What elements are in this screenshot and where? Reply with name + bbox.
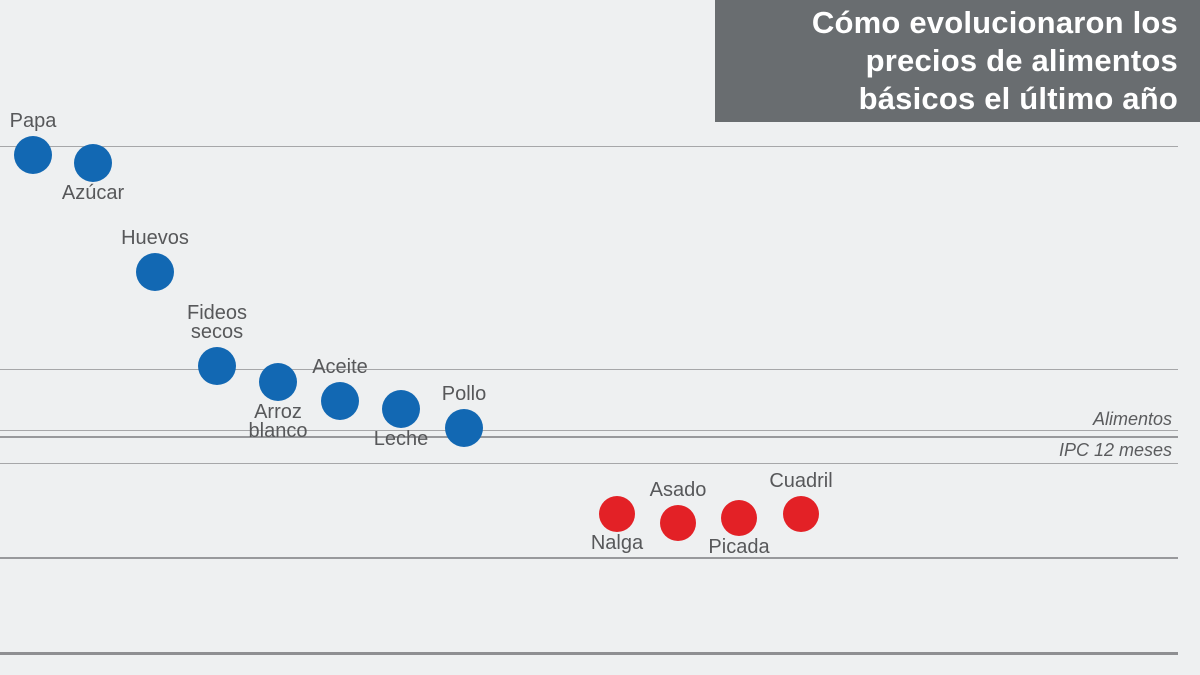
data-point-fideos-secos: [198, 347, 236, 385]
data-point-cuadril: [783, 496, 819, 532]
data-point-label-leche: Leche: [373, 428, 429, 450]
chart-title-line: precios de alimentos: [865, 43, 1178, 78]
data-point-arroz-blanco: [259, 363, 297, 401]
data-point-label-fideos-secos: Fideos secos: [186, 302, 248, 343]
data-point-pollo: [445, 409, 483, 447]
gridline-0: [0, 145, 1178, 147]
data-point-label-pollo: Pollo: [441, 383, 487, 405]
data-point-label-papa: Papa: [9, 110, 57, 132]
gridline-3: [0, 557, 1178, 559]
gridline-1: [0, 368, 1178, 370]
data-point-label-picada: Picada: [708, 536, 770, 558]
data-point-label-huevos: Huevos: [121, 227, 189, 249]
gridline-2: [0, 462, 1178, 464]
data-point-leche: [382, 390, 420, 428]
data-point-picada: [721, 500, 757, 536]
data-point-azúcar: [74, 144, 112, 182]
data-point-huevos: [136, 253, 174, 291]
data-point-papa: [14, 136, 52, 174]
reference-line-label-ipc: IPC 12 meses: [1058, 440, 1172, 460]
chart-title-line: Cómo evolucionaron los: [811, 5, 1178, 40]
chart-title-box: Cómo evolucionaron los precios de alimen…: [715, 0, 1200, 122]
data-point-label-nalga: Nalga: [590, 532, 644, 554]
data-point-nalga: [599, 496, 635, 532]
data-point-asado: [660, 505, 696, 541]
data-point-aceite: [321, 382, 359, 420]
data-point-label-cuadril: Cuadril: [769, 470, 833, 492]
data-point-label-arroz-blanco: Arroz blanco: [248, 401, 308, 442]
data-point-label-aceite: Aceite: [312, 356, 368, 378]
data-point-label-azúcar: Azúcar: [61, 182, 125, 204]
reference-line-label-alimentos: Alimentos: [1092, 409, 1172, 429]
data-point-label-asado: Asado: [649, 479, 707, 501]
reference-line-alimentos: [0, 429, 1178, 431]
reference-line-ipc-12-meses: [0, 436, 1178, 438]
gridline-4: [0, 651, 1178, 655]
chart-title-line: básicos el último año: [858, 81, 1178, 116]
